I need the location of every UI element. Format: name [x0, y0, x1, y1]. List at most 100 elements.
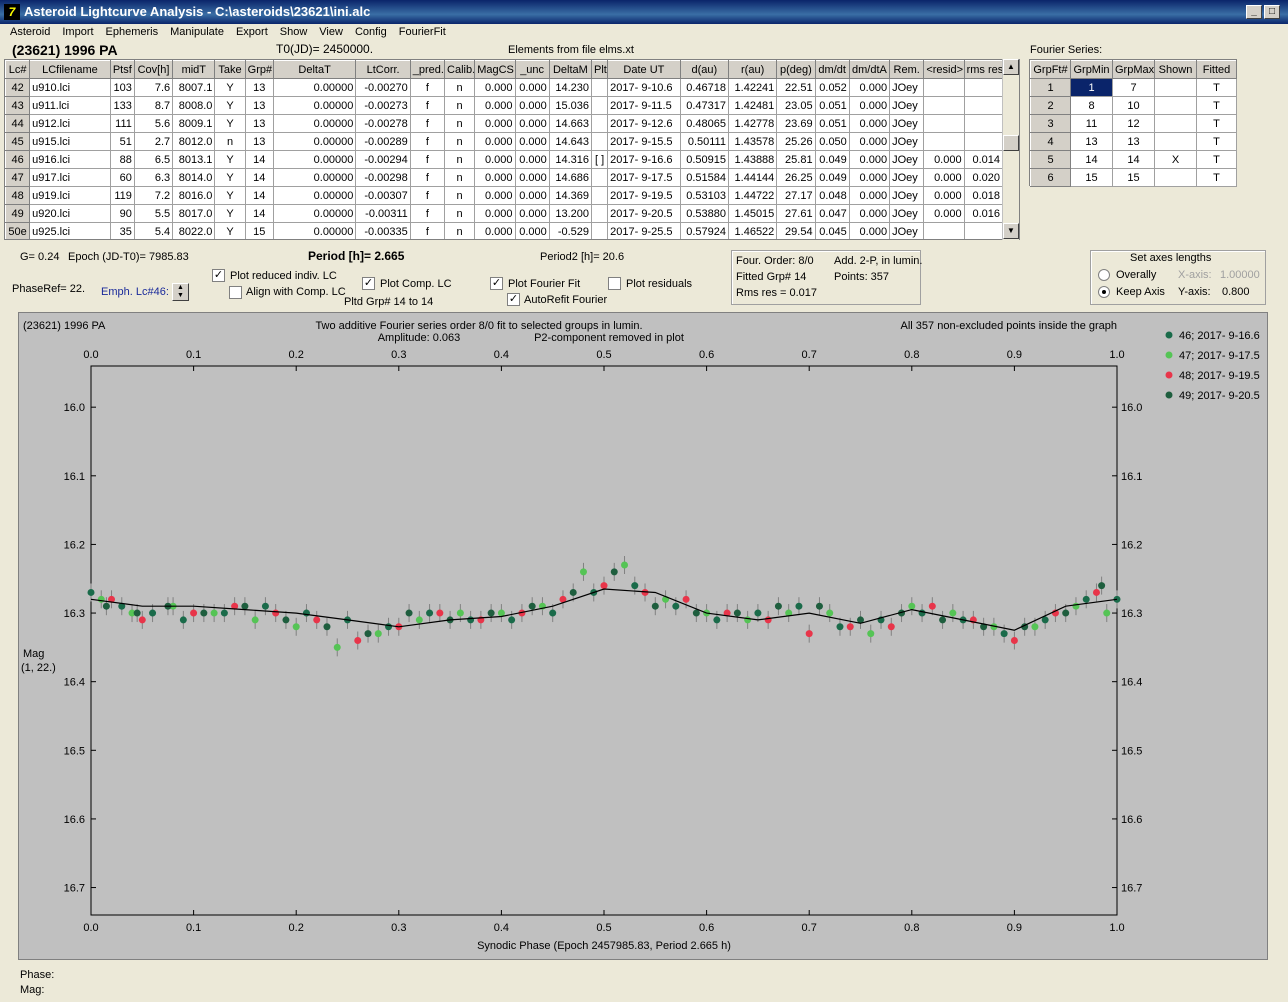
table-cell[interactable]: 1.44722 — [727, 186, 778, 205]
table-cell[interactable] — [591, 114, 609, 133]
fourier-row[interactable]: 3 11 12 T — [1030, 114, 1237, 133]
table-cell[interactable]: -0.00294 — [355, 150, 411, 169]
table-cell[interactable]: f — [409, 132, 446, 151]
table-cell[interactable]: 0.000 — [474, 96, 516, 115]
column-header[interactable]: Calib. — [444, 60, 476, 79]
table-cell[interactable]: 1.45015 — [727, 204, 778, 223]
period2-value[interactable]: Period2 [h]= 20.6 — [540, 251, 625, 263]
period-value[interactable]: Period [h]= 2.665 — [308, 249, 405, 263]
fourier-row-header[interactable]: 1 — [1030, 78, 1071, 97]
table-cell[interactable] — [963, 96, 1004, 115]
table-cell[interactable]: 2017- 9-16.6 — [607, 150, 681, 169]
menu-show[interactable]: Show — [279, 26, 308, 38]
fourier-cell[interactable]: 13 — [1070, 132, 1113, 151]
table-row[interactable]: 47 u917.lci 60 6.3 8014.0 Y 14 0.00000 -0.00298 f… — [5, 168, 1004, 187]
table-cell[interactable]: 14.230 — [548, 78, 593, 97]
table-cell[interactable]: 5.4 — [133, 222, 174, 239]
table-cell[interactable]: 0.000 — [514, 204, 550, 223]
table-cell[interactable] — [923, 114, 965, 133]
table-cell[interactable]: Y — [214, 168, 246, 187]
scroll-down-icon[interactable]: ▼ — [1003, 223, 1019, 239]
menu-config[interactable]: Config — [354, 26, 387, 38]
fourier-cell[interactable] — [1154, 168, 1197, 187]
emph-lc-spinner[interactable]: ▲ ▼ — [172, 283, 189, 301]
fourier-row-header[interactable]: 3 — [1030, 114, 1071, 133]
table-cell[interactable] — [963, 114, 1004, 133]
table-cell[interactable]: f — [409, 150, 446, 169]
table-cell[interactable]: u919.lci — [29, 186, 111, 205]
table-cell[interactable]: f — [409, 186, 446, 205]
table-cell[interactable]: 8016.0 — [172, 186, 216, 205]
fourier-series-table[interactable]: GrpFt# GrpMin GrpMax Shown Fitted 1 1 7 T 2 8 10 T 3 1… — [1029, 59, 1237, 187]
table-row[interactable]: 48 u919.lci 119 7.2 8016.0 Y 14 0.00000 -0.00307… — [5, 186, 1004, 205]
table-cell[interactable]: 1.42778 — [727, 114, 778, 133]
table-cell[interactable]: 13 — [244, 96, 274, 115]
column-header[interactable]: d(au) — [679, 60, 729, 79]
table-cell[interactable]: 0.50915 — [679, 150, 729, 169]
table-cell[interactable]: 0.000 — [514, 168, 550, 187]
table-cell[interactable]: 2017- 9-20.5 — [607, 204, 681, 223]
table-cell[interactable]: 0.000 — [923, 186, 965, 205]
fourier-cell[interactable] — [1154, 96, 1197, 115]
table-cell[interactable]: 0.00000 — [272, 132, 357, 151]
menu-export[interactable]: Export — [235, 26, 268, 38]
table-cell[interactable] — [591, 168, 609, 187]
lightcurve-chart[interactable]: (23621) 1996 PA Two additive Fourier seri… — [19, 313, 1267, 959]
table-cell[interactable]: 14 — [244, 168, 274, 187]
fourier-cell[interactable]: 1 — [1070, 78, 1113, 97]
table-cell[interactable]: u912.lci — [29, 114, 111, 133]
table-cell[interactable]: 0.00000 — [272, 168, 357, 187]
table-cell[interactable]: n — [444, 96, 476, 115]
table-cell[interactable]: f — [409, 78, 446, 97]
fourier-cell[interactable]: T — [1196, 96, 1237, 115]
column-header[interactable]: _pred. — [409, 60, 446, 79]
table-cell[interactable]: 13.200 — [548, 204, 593, 223]
row-header[interactable]: 47 — [5, 168, 31, 187]
table-cell[interactable]: 23.05 — [776, 96, 816, 115]
fourier-cell[interactable]: 15 — [1070, 168, 1113, 187]
lightcurve-plot[interactable]: (23621) 1996 PA Two additive Fourier seri… — [18, 312, 1268, 960]
keep-axis-radio[interactable] — [1098, 286, 1110, 298]
table-cell[interactable]: 0.000 — [474, 222, 516, 239]
table-cell[interactable]: 0.000 — [474, 150, 516, 169]
table-row[interactable]: 49 u920.lci 90 5.5 8017.0 Y 14 0.00000 -0.00311 f… — [5, 204, 1004, 223]
table-cell[interactable] — [591, 204, 609, 223]
table-cell[interactable]: 0.047 — [814, 204, 850, 223]
table-cell[interactable]: 14.369 — [548, 186, 593, 205]
table-cell[interactable]: 6.3 — [133, 168, 174, 187]
table-cell[interactable]: u911.lci — [29, 96, 111, 115]
column-header[interactable]: Rem. — [889, 60, 925, 79]
table-cell[interactable]: Y — [214, 186, 246, 205]
table-cell[interactable]: 0.48065 — [679, 114, 729, 133]
table-cell[interactable]: 0.000 — [474, 132, 516, 151]
table-cell[interactable]: 5.6 — [133, 114, 174, 133]
table-cell[interactable]: -0.00335 — [355, 222, 411, 239]
table-cell[interactable]: 27.61 — [776, 204, 816, 223]
table-cell[interactable]: 0.049 — [814, 150, 850, 169]
table-row[interactable]: 45 u915.lci 51 2.7 8012.0 n 13 0.00000 -0.00289 f… — [5, 132, 1004, 151]
y-axis-value[interactable]: 0.800 — [1222, 286, 1250, 298]
plot-reduced-checkbox[interactable]: ✓ — [212, 269, 225, 282]
table-cell[interactable]: 0.57924 — [679, 222, 729, 239]
table-cell[interactable]: f — [409, 168, 446, 187]
fourier-cell[interactable]: 7 — [1112, 78, 1155, 97]
table-cell[interactable]: 2017- 9-10.6 — [607, 78, 681, 97]
table-cell[interactable]: 8013.1 — [172, 150, 216, 169]
scroll-up-icon[interactable]: ▲ — [1003, 59, 1019, 75]
table-cell[interactable]: n — [444, 78, 476, 97]
table-cell[interactable]: 0.000 — [848, 78, 891, 97]
fourier-row[interactable]: 6 15 15 T — [1030, 168, 1237, 187]
table-cell[interactable] — [591, 96, 609, 115]
table-cell[interactable]: u920.lci — [29, 204, 111, 223]
table-cell[interactable] — [923, 222, 965, 239]
table-cell[interactable]: u917.lci — [29, 168, 111, 187]
table-cell[interactable]: 0.46718 — [679, 78, 729, 97]
table-cell[interactable]: 8017.0 — [172, 204, 216, 223]
table-cell[interactable]: 25.81 — [776, 150, 816, 169]
fourier-cell[interactable] — [1154, 114, 1197, 133]
table-cell[interactable]: 13 — [244, 132, 274, 151]
table-row[interactable]: 50e u925.lci 35 5.4 8022.0 Y 15 0.00000 -0.00335… — [5, 222, 1004, 239]
fourier-row[interactable]: 4 13 13 T — [1030, 132, 1237, 151]
table-cell[interactable]: 8008.0 — [172, 96, 216, 115]
minimize-button[interactable]: _ — [1246, 5, 1262, 19]
